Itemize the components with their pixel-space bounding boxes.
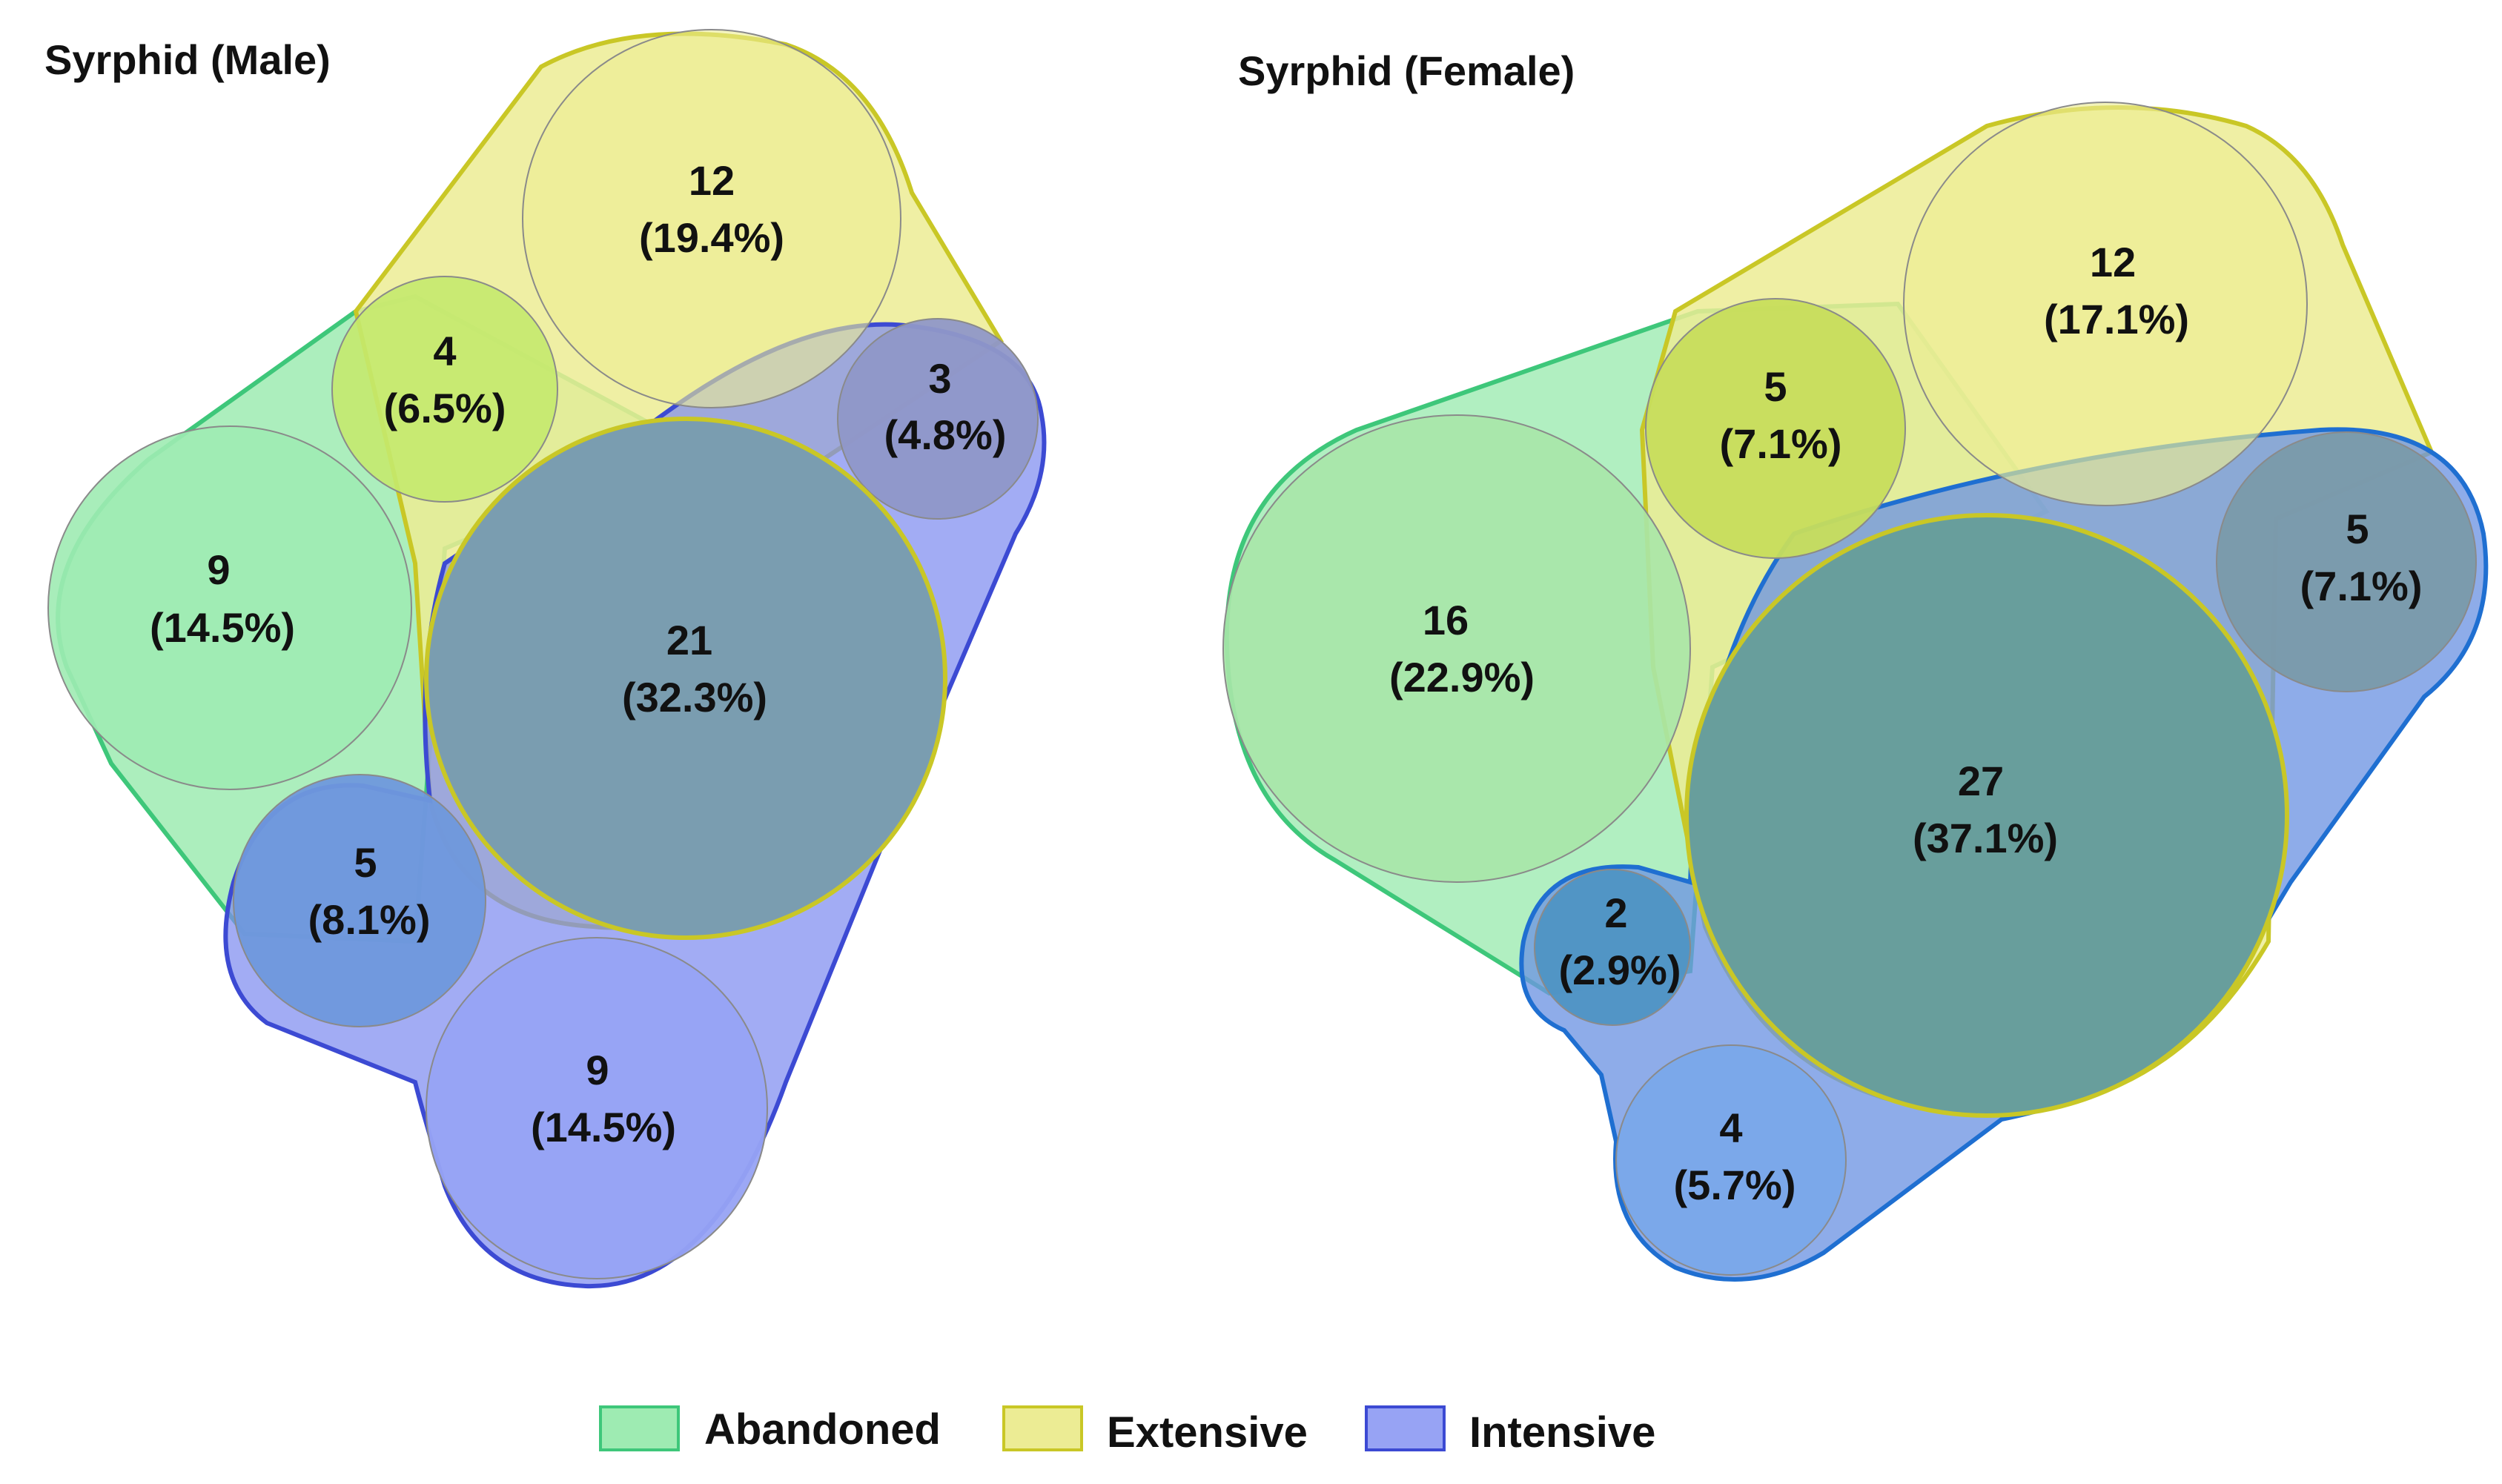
male-circle-extensive-intensive xyxy=(837,318,1039,520)
male-label-all-three: 21 (32.3%) xyxy=(622,617,767,721)
svg-text:(5.7%): (5.7%) xyxy=(1674,1162,1796,1208)
legend-swatch-intensive xyxy=(1365,1405,1446,1451)
male-circle-abandoned-extensive xyxy=(331,276,558,503)
svg-text:3: 3 xyxy=(928,355,951,402)
svg-text:2: 2 xyxy=(1604,890,1627,936)
svg-text:(6.5%): (6.5%) xyxy=(384,385,506,431)
svg-text:4: 4 xyxy=(1719,1104,1742,1151)
female-circle-extensive-only xyxy=(1903,102,2308,506)
svg-text:12: 12 xyxy=(689,157,735,204)
male-circle-intensive-only xyxy=(426,937,768,1279)
male-circle-abandoned-intensive xyxy=(233,774,486,1027)
legend-swatch-extensive xyxy=(1002,1405,1083,1451)
svg-text:27: 27 xyxy=(1958,758,2004,804)
male-label-abandoned-extensive: 4 (6.5%) xyxy=(384,328,506,431)
female-circle-abandoned-extensive xyxy=(1645,298,1906,559)
legend-item-intensive: Intensive xyxy=(1365,1405,1655,1457)
male-label-extensive-intensive: 3 (4.8%) xyxy=(884,355,1007,458)
svg-text:(19.4%): (19.4%) xyxy=(639,214,784,261)
female-circle-intensive-only xyxy=(1615,1044,1847,1276)
male-circle-abandoned-only xyxy=(47,425,412,790)
svg-text:(14.5%): (14.5%) xyxy=(150,604,295,651)
male-label-abandoned-intensive: 5 (8.1%) xyxy=(308,839,431,943)
legend-label-intensive: Intensive xyxy=(1469,1408,1655,1457)
female-circle-abandoned-intensive xyxy=(1534,869,1691,1026)
legend-swatch-abandoned xyxy=(599,1405,680,1451)
female-circle-all-three xyxy=(1684,513,2289,1118)
svg-text:12: 12 xyxy=(2090,239,2136,285)
female-label-intensive-only: 4 (5.7%) xyxy=(1674,1104,1796,1208)
female-venn-panel: Syrphid (Female) 12 (17.1%) 5 (7.1%) 16 … xyxy=(1222,47,2489,1282)
female-label-extensive-only: 12 (17.1%) xyxy=(2044,239,2189,342)
male-label-extensive-only: 12 (19.4%) xyxy=(639,157,784,261)
svg-text:4: 4 xyxy=(433,328,456,374)
svg-text:(2.9%): (2.9%) xyxy=(1559,947,1681,993)
svg-text:5: 5 xyxy=(354,839,377,886)
male-label-intensive-only: 9 (14.5%) xyxy=(531,1047,676,1150)
svg-text:(7.1%): (7.1%) xyxy=(2300,563,2423,609)
svg-text:(7.1%): (7.1%) xyxy=(1720,420,1842,467)
female-circle-extensive-intensive xyxy=(2216,431,2477,692)
female-label-abandoned-only: 16 (22.9%) xyxy=(1389,597,1535,700)
svg-text:9: 9 xyxy=(207,546,230,593)
female-label-abandoned-extensive: 5 (7.1%) xyxy=(1720,363,1842,467)
legend-label-extensive: Extensive xyxy=(1107,1408,1308,1457)
female-circle-abandoned-only xyxy=(1222,414,1691,883)
svg-text:(37.1%): (37.1%) xyxy=(1913,815,2058,861)
legend-item-abandoned: Abandoned xyxy=(599,1405,941,1454)
legend: Abandoned Extensive Intensive xyxy=(599,1405,1655,1457)
male-venn-panel: Syrphid (Male) 12 (19.4%) 4 (6.5%) 3 (4.… xyxy=(44,29,1047,1289)
male-label-abandoned-only: 9 (14.5%) xyxy=(150,546,295,651)
svg-text:(32.3%): (32.3%) xyxy=(622,674,767,721)
svg-text:(17.1%): (17.1%) xyxy=(2044,296,2189,342)
female-label-abandoned-intensive: 2 (2.9%) xyxy=(1559,890,1681,993)
svg-text:16: 16 xyxy=(1423,597,1469,643)
svg-text:9: 9 xyxy=(586,1047,609,1093)
svg-text:5: 5 xyxy=(2346,506,2369,552)
female-label-extensive-intensive: 5 (7.1%) xyxy=(2300,506,2423,609)
male-panel-title: Syrphid (Male) xyxy=(44,36,331,83)
legend-label-abandoned: Abandoned xyxy=(704,1405,941,1454)
male-circle-extensive-only xyxy=(522,29,901,408)
svg-text:(22.9%): (22.9%) xyxy=(1389,654,1535,700)
svg-text:21: 21 xyxy=(666,617,712,663)
svg-text:(14.5%): (14.5%) xyxy=(531,1104,676,1150)
female-panel-title: Syrphid (Female) xyxy=(1238,47,1575,94)
svg-text:(8.1%): (8.1%) xyxy=(308,896,431,943)
male-circle-all-three xyxy=(424,417,947,940)
svg-text:(4.8%): (4.8%) xyxy=(884,411,1007,458)
legend-item-extensive: Extensive xyxy=(1002,1405,1308,1457)
female-label-all-three: 27 (37.1%) xyxy=(1913,758,2058,861)
svg-text:5: 5 xyxy=(1764,363,1787,410)
